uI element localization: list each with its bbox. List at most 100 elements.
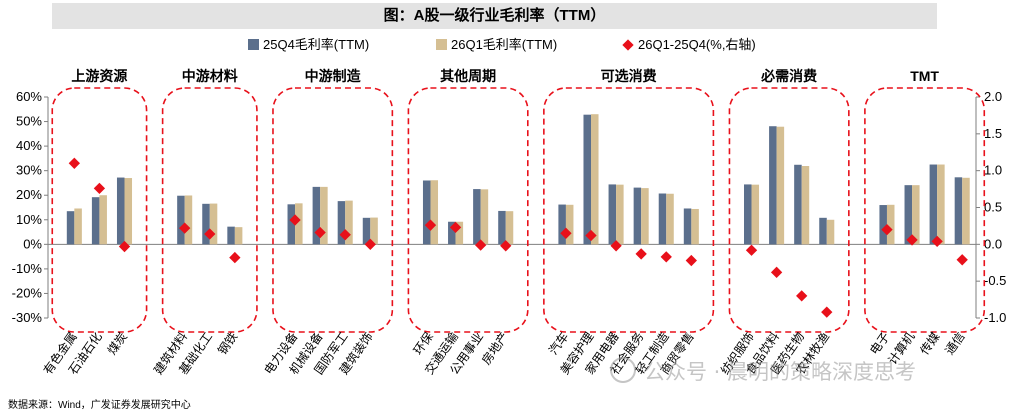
- group-box: [728, 87, 850, 333]
- group-label: 必需消费: [760, 68, 817, 84]
- category-label: 钢铁: [215, 330, 240, 358]
- diff-marker: [500, 240, 512, 252]
- diff-marker: [93, 182, 106, 195]
- legend-item-series-2: 26Q1毛利率(TTM): [436, 34, 557, 53]
- left-axis-tick-label: -20%: [12, 285, 43, 300]
- bar-26q1: [937, 164, 945, 245]
- chart-title: 图：A股一级行业毛利率（TTM）: [383, 7, 606, 24]
- bar-26q1: [480, 189, 489, 245]
- group-label: 中游材料: [182, 68, 238, 84]
- category-label: 房地产: [478, 329, 511, 367]
- right-axis-tick-label: 1.5: [984, 126, 1002, 141]
- bar-26q1: [666, 193, 674, 245]
- bar-26q1: [370, 217, 378, 245]
- legend-swatch-series-1: [248, 39, 259, 50]
- bar-26q1: [74, 208, 82, 245]
- bar-25q4: [683, 208, 692, 245]
- diff-marker: [660, 251, 672, 263]
- bar-25q4: [954, 177, 963, 245]
- bar-26q1: [776, 126, 785, 245]
- group-box: [543, 87, 715, 333]
- bar-26q1: [234, 227, 243, 245]
- group-label: 上游资源: [71, 68, 127, 84]
- group-label: TMT: [910, 68, 939, 84]
- left-axis-tick-label: -10%: [12, 261, 43, 276]
- bar-26q1: [912, 185, 920, 245]
- bar-26q1: [826, 219, 835, 245]
- bar-25q4: [227, 226, 235, 245]
- category-label: 煤炭: [105, 330, 130, 358]
- group-box: [272, 87, 394, 333]
- bar-25q4: [819, 217, 827, 245]
- right-axis-tick-label: 2.0: [984, 89, 1002, 104]
- left-axis-tick-label: -30%: [12, 310, 43, 325]
- legend-item-series-3: 26Q1-25Q4(%,右轴): [622, 34, 756, 53]
- diff-marker: [68, 157, 80, 169]
- bar-25q4: [769, 126, 777, 245]
- legend-label-series-1: 25Q4毛利率(TTM): [263, 37, 370, 52]
- left-axis-tick-label: 20%: [16, 187, 42, 202]
- group-label: 可选消费: [601, 68, 657, 84]
- group-box: [161, 87, 258, 333]
- bar-26q1: [184, 195, 193, 245]
- bar-25q4: [879, 205, 887, 245]
- diff-marker: [931, 235, 943, 248]
- wechat-logo-icon: [610, 357, 636, 383]
- diff-marker: [339, 229, 351, 241]
- legend-item-series-1: 25Q4毛利率(TTM): [248, 34, 369, 53]
- bar-26q1: [616, 184, 624, 245]
- bar-25q4: [91, 197, 100, 245]
- bar-25q4: [473, 189, 481, 245]
- diff-marker: [956, 254, 968, 266]
- left-axis-tick-label: 40%: [16, 138, 42, 153]
- diff-marker: [796, 290, 808, 302]
- bar-26q1: [320, 186, 328, 245]
- left-axis-tick-label: 0%: [23, 236, 42, 251]
- bar-26q1: [430, 180, 439, 245]
- diff-marker: [314, 226, 326, 239]
- bar-26q1: [962, 177, 970, 245]
- bar-25q4: [337, 201, 346, 245]
- diff-marker: [229, 251, 241, 264]
- diff-marker: [685, 254, 697, 267]
- bar-26q1: [751, 184, 760, 245]
- diff-marker: [474, 239, 487, 251]
- diff-marker: [881, 223, 893, 236]
- bar-25q4: [177, 195, 185, 245]
- left-axis-tick-label: 60%: [16, 89, 42, 104]
- bar-25q4: [633, 187, 642, 245]
- bar-25q4: [498, 210, 506, 245]
- bar-25q4: [312, 186, 321, 245]
- diff-marker: [770, 266, 783, 278]
- bar-25q4: [362, 217, 371, 245]
- bar-25q4: [794, 164, 802, 245]
- category-label: 传媒: [917, 329, 943, 357]
- bar-25q4: [116, 177, 125, 245]
- bar-25q4: [904, 185, 913, 245]
- left-axis-tick-label: 10%: [16, 212, 42, 227]
- group-label: 中游制造: [305, 68, 361, 84]
- diff-marker: [289, 214, 301, 226]
- diff-marker: [821, 306, 833, 318]
- diff-marker: [906, 234, 918, 246]
- bar-25q4: [66, 211, 75, 245]
- diff-marker: [585, 229, 597, 242]
- bar-25q4: [202, 203, 210, 245]
- bar-26q1: [691, 208, 699, 245]
- right-axis-tick-label: 0.0: [984, 236, 1002, 251]
- bar-26q1: [565, 204, 574, 245]
- bar-26q1: [641, 188, 649, 245]
- bar-26q1: [455, 221, 464, 245]
- diff-marker: [449, 221, 462, 234]
- source-note: 数据来源：Wind，广发证券发展研究中心: [8, 400, 191, 411]
- diff-marker: [364, 238, 376, 250]
- bar-26q1: [209, 203, 218, 245]
- right-axis-tick-label: -1.0: [984, 310, 1006, 325]
- bar-26q1: [801, 166, 810, 245]
- bar-25q4: [583, 114, 592, 245]
- bar-26q1: [505, 211, 514, 245]
- diff-marker: [424, 219, 437, 231]
- right-axis-tick-label: -0.5: [984, 273, 1006, 288]
- legend: 25Q4毛利率(TTM) 26Q1毛利率(TTM) 26Q1-25Q4(%,右轴…: [0, 32, 1024, 54]
